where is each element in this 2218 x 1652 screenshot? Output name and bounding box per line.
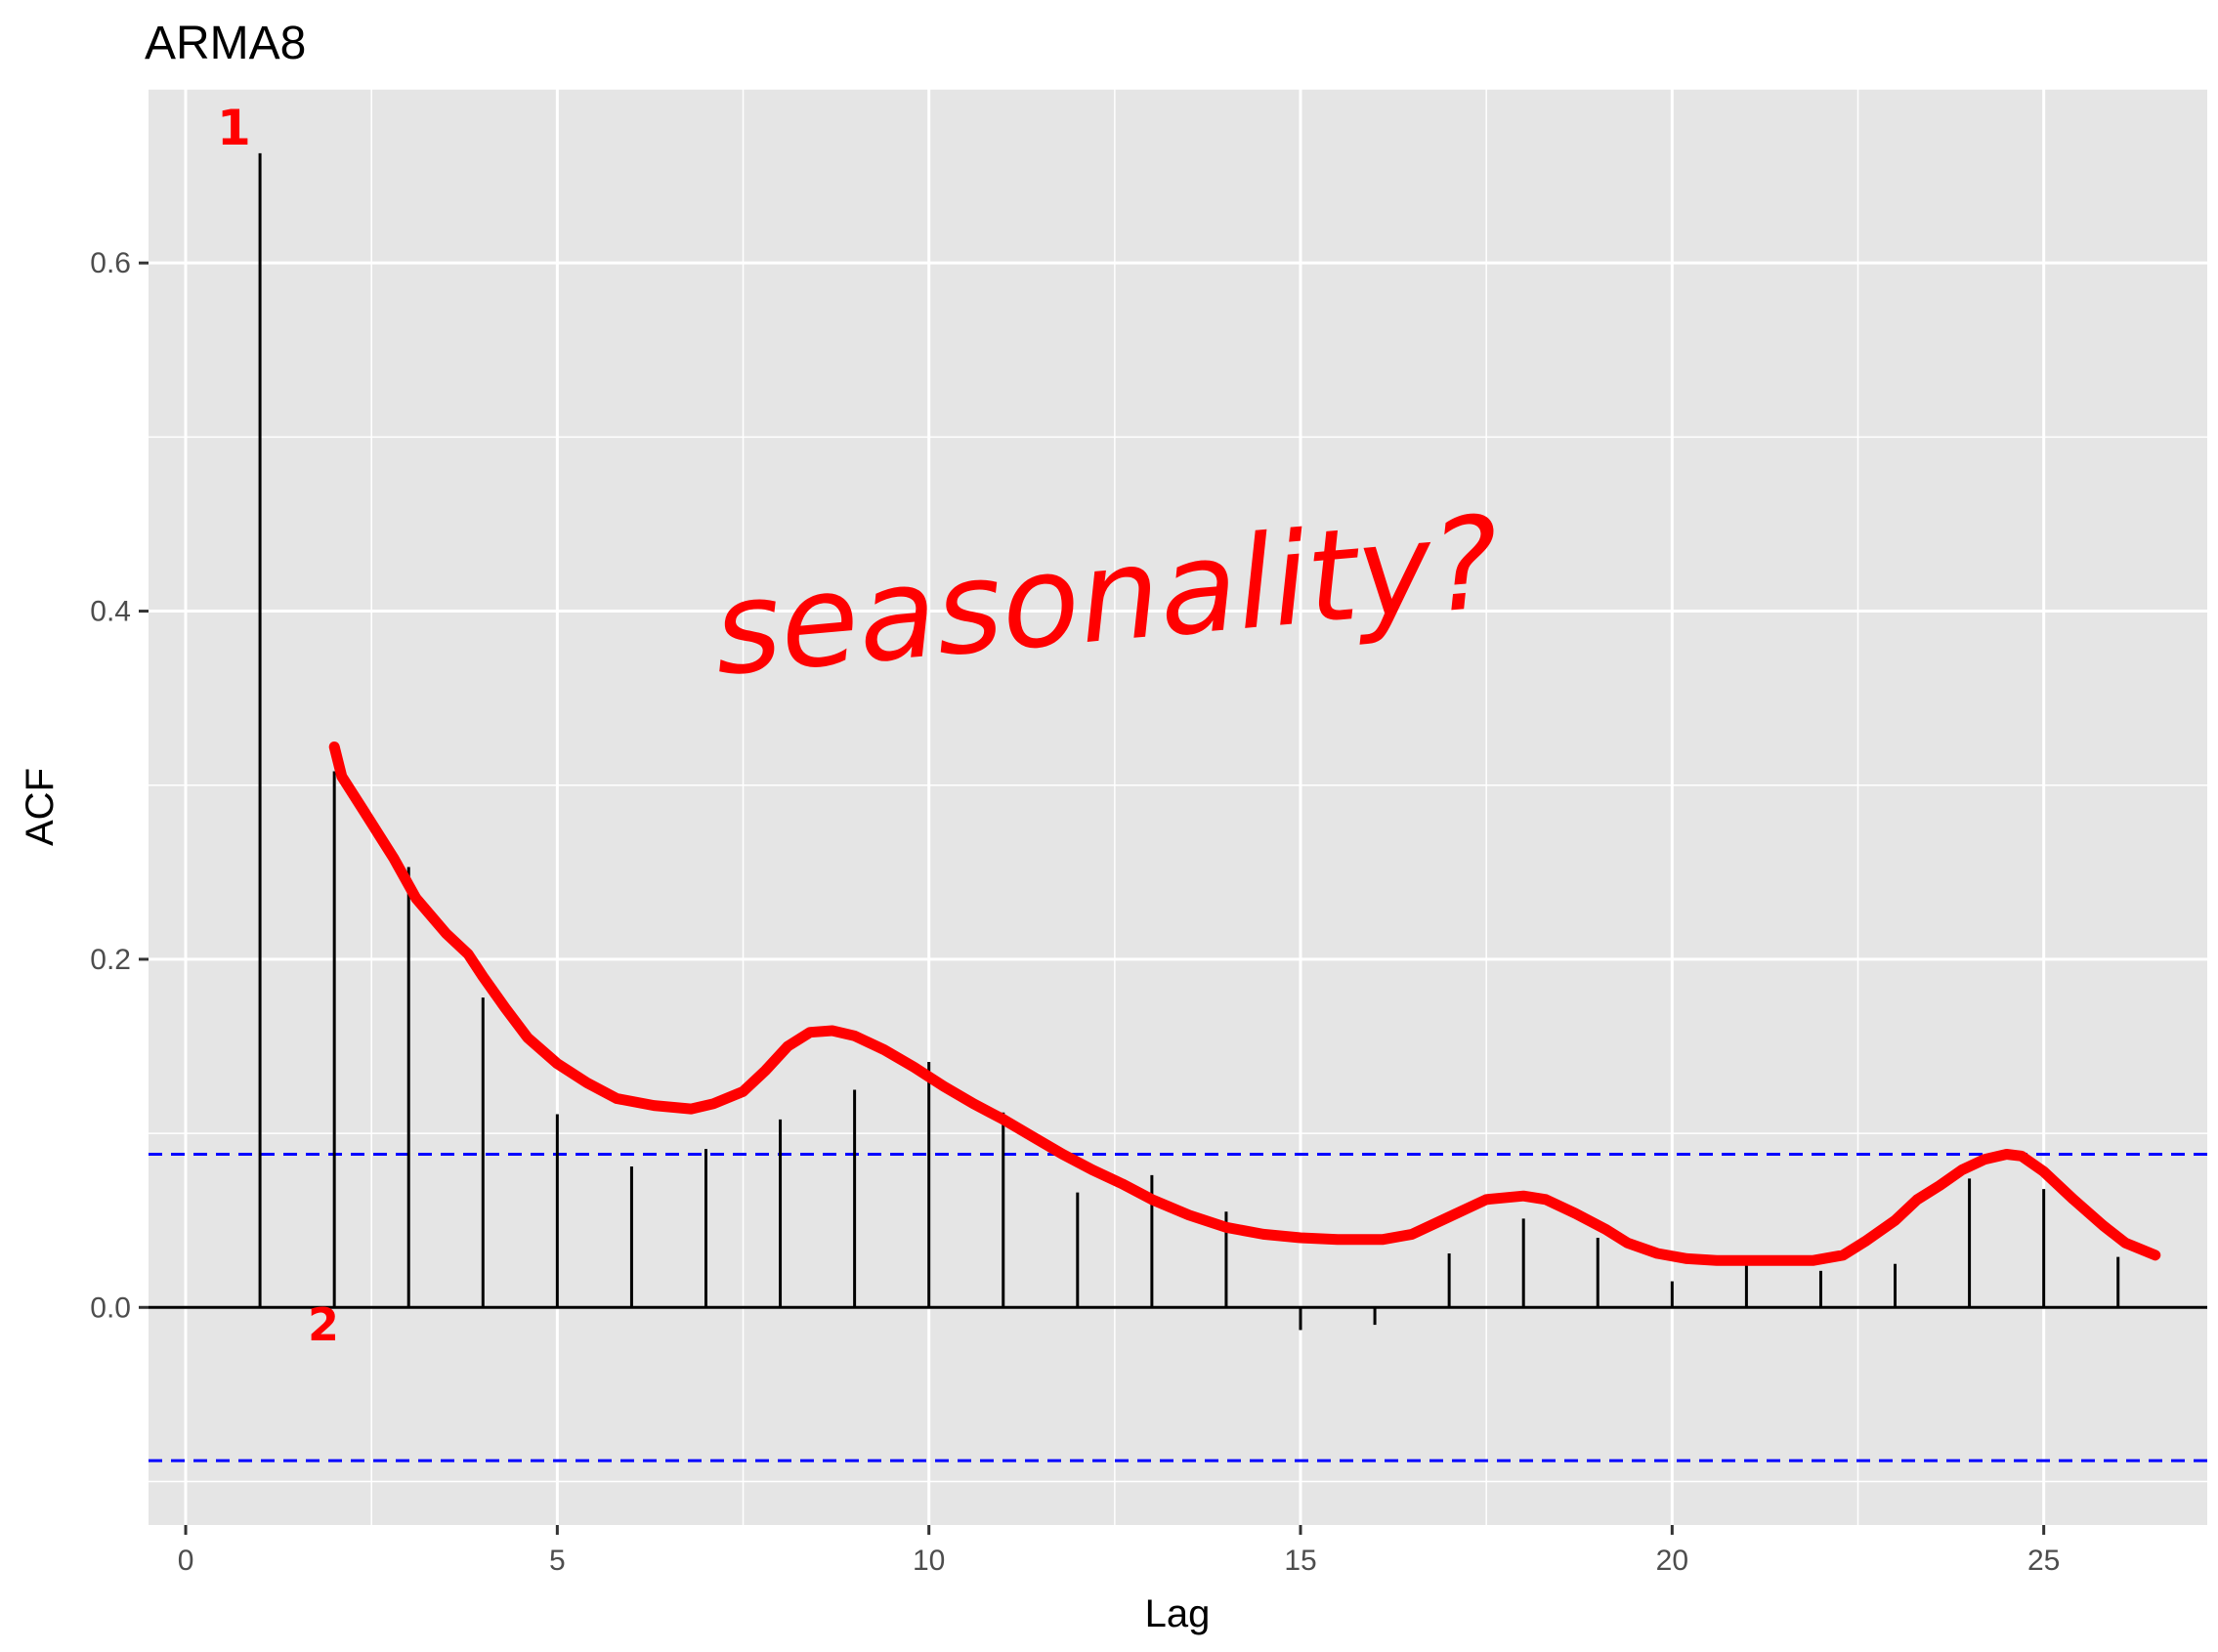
x-tick-label: 0 <box>178 1545 194 1577</box>
x-tick-label: 5 <box>549 1545 566 1577</box>
chart-title: ARMA8 <box>145 18 306 69</box>
y-axis-ticks: 0.0 0.2 0.4 0.6 <box>90 247 149 1324</box>
x-tick-label: 20 <box>1656 1545 1688 1577</box>
x-axis-title: Lag <box>1145 1592 1211 1635</box>
acf-bars <box>258 152 2120 1331</box>
annotation-lag-1-mark: 1 <box>217 100 251 156</box>
x-axis-ticks: 0 5 10 15 20 25 <box>178 1525 2060 1577</box>
plot-panel <box>149 89 2207 1525</box>
x-tick-label: 15 <box>1284 1545 1316 1577</box>
x-tick-label: 25 <box>2027 1545 2060 1577</box>
grid-minor <box>149 88 2207 1525</box>
handdrawn-trend-curve <box>328 741 2161 1266</box>
confidence-band <box>149 1152 2207 1462</box>
y-tick-label: 0.0 <box>90 1292 131 1324</box>
y-axis-title: ACF <box>19 768 62 846</box>
y-tick-label: 0.6 <box>90 247 131 279</box>
x-tick-label: 10 <box>913 1545 945 1577</box>
y-tick-label: 0.2 <box>90 944 131 976</box>
annotation-lag-2-mark: 2 <box>308 1298 339 1351</box>
y-tick-label: 0.4 <box>90 596 131 628</box>
